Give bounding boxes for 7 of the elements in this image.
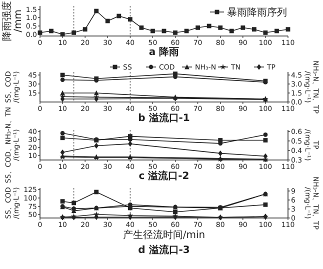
legend-label: 暴雨降雨序列 (227, 6, 287, 18)
text: a 降雨 (148, 46, 180, 58)
text: d 溢流口-3 (138, 244, 190, 256)
y-axis-title: 降雨强度/mm (1, 1, 24, 41)
text: b 溢流口-1 (138, 112, 190, 124)
x-axis-title: 产生径流时间/min (122, 229, 206, 241)
text: c 溢流口-2 (138, 170, 190, 182)
